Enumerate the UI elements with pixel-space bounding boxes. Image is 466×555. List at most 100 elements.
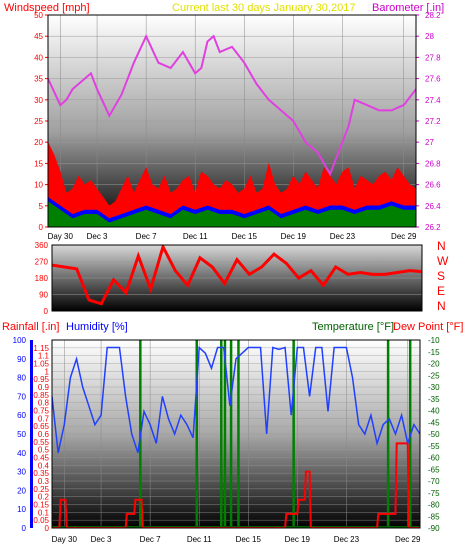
direction-tick-label: 360	[35, 241, 49, 250]
windspeed-tick-label: 25	[34, 117, 43, 126]
temperature-tick-label: -35	[428, 395, 440, 404]
rain-tick-label: 0	[45, 524, 50, 533]
rain-date-tick-label: Dec 19	[285, 535, 311, 544]
rain-date-tick-label: Dec 11	[187, 535, 212, 544]
humidity-tick-label: 60	[17, 411, 26, 420]
rain-gridlines	[52, 340, 420, 529]
rainfall-line	[52, 442, 420, 528]
chart-title: Current last 30 days January 30,2017	[172, 2, 355, 14]
temperature-tick-label: -25	[428, 371, 440, 380]
windspeed-axis-label: Windspeed [mph]	[4, 2, 90, 14]
barometer-tick-label: 27.8	[425, 53, 441, 62]
direction-plot-frame	[51, 244, 423, 312]
wind-direction-line	[52, 245, 422, 306]
temperature-tick-label: -70	[428, 477, 440, 486]
humidity-tick-label: 10	[17, 505, 26, 514]
windspeed-tick-label: 50	[34, 11, 43, 20]
rain-tick-label: 0.2	[38, 493, 50, 502]
humidity-tick-label: 100	[13, 336, 27, 345]
compass-label: S	[437, 269, 445, 283]
rain-tick-label: 0.05	[33, 516, 49, 525]
barometer-tick-label: 27	[425, 138, 434, 147]
direction-tick-label: 0	[44, 307, 49, 316]
humidity-tick-label: 50	[17, 430, 26, 439]
temperature-tick-label: -85	[428, 512, 440, 521]
humidity-tick-labels: 0 10 20 30 40 50 60 70 80 90 100	[13, 336, 27, 533]
temperature-tick-label: -50	[428, 430, 440, 439]
temperature-tick-label: -60	[428, 454, 440, 463]
humidity-line	[52, 345, 420, 454]
temperature-axis-label: Temperature [°F]	[312, 321, 394, 333]
temperature-tick-label: -55	[428, 442, 440, 451]
rain-date-tick-labels: Day 30 Dec 3 Dec 7 Dec 11 Dec 15 Dec 19 Dec 23…	[52, 535, 421, 544]
compass-label: W	[437, 254, 449, 268]
direction-tick-label: 90	[39, 291, 48, 300]
windspeed-tick-label: 0	[39, 223, 44, 232]
temperature-tick-label: -75	[428, 489, 440, 498]
direction-tick-label: 270	[35, 258, 49, 267]
rain-tick-label: 0.65	[33, 422, 49, 431]
barometer-tick-label: 26.4	[425, 202, 441, 211]
rain-tick-label: 1.15	[33, 344, 49, 353]
dewpoint-axis-label: Dew Point [°F]	[393, 321, 463, 333]
temperature-tick-label: -40	[428, 407, 440, 416]
barometer-tick-label: 27.6	[425, 75, 441, 84]
compass-label: N	[437, 299, 446, 313]
rain-date-tick-label: Dec 15	[236, 535, 262, 544]
rain-tick-label: 0.9	[38, 383, 50, 392]
wind-series	[48, 33, 416, 227]
wind-gust-area	[48, 142, 416, 227]
humidity-tick-label: 80	[17, 374, 26, 383]
barometer-tick-label: 26.8	[425, 159, 441, 168]
rain-tick-label: 0.75	[33, 407, 49, 416]
wind-plot-frame	[47, 14, 417, 228]
temperature-tick-label: -90	[428, 524, 440, 533]
rain-date-tick-label: Dec 3	[91, 535, 112, 544]
windspeed-tick-labels: 0 5 10 15 20 25 30 35 40 45 50	[34, 11, 43, 232]
windspeed-tick-label: 35	[34, 75, 43, 84]
compass-label: E	[437, 284, 445, 298]
humidity-tick-label: 90	[17, 355, 26, 364]
direction-tick-labels: 0 90 180 270 360	[35, 241, 49, 316]
barometer-tick-label: 26.2	[425, 223, 441, 232]
barometer-tick-label: 27.4	[425, 96, 441, 105]
rain-date-tick-label: Day 30	[52, 535, 78, 544]
windspeed-tick-label: 40	[34, 53, 43, 62]
temperature-tick-labels: -90 -85 -80 -75 -70 -65 -60 -55 -50 -45 -40 -35 -30 -…	[428, 336, 440, 533]
rain-tick-label: 0.35	[33, 469, 49, 478]
rain-tick-label: 1.1	[38, 352, 50, 361]
rain-date-tick-label: Dec 23	[334, 535, 360, 544]
rain-tick-labels: 00.050.10.150.20.250.30.350.40.450.50.55…	[33, 344, 49, 533]
humidity-tick-label: 20	[17, 486, 26, 495]
temperature-tick-label: -10	[428, 336, 440, 345]
rain-tick-label: 0.25	[33, 485, 49, 494]
rain-tick-label: 0.85	[33, 391, 49, 400]
temperature-tick-label: -80	[428, 501, 440, 510]
wind-date-tick-label: Dec 19	[281, 232, 307, 241]
rain-tick-label: 0.15	[33, 501, 49, 510]
direction-series	[52, 245, 422, 306]
windspeed-tick-label: 5	[39, 202, 44, 211]
barometer-line	[48, 33, 416, 177]
wind-speed-area	[48, 201, 416, 227]
wind-date-tick-label: Dec 7	[136, 232, 157, 241]
rainfall-axis-label: Rainfall [.in]	[2, 321, 59, 333]
windspeed-tick-label: 15	[34, 159, 43, 168]
windspeed-tick-label: 45	[34, 32, 43, 41]
rain-tick-label: 0.6	[38, 430, 50, 439]
rain-date-tick-label: Dec 29	[395, 535, 421, 544]
barometer-tick-label: 28	[425, 32, 434, 41]
barometer-tick-labels: 26.2 26.4 26.6 26.8 27 27.2 27.4 27.6 27.8 28 28.2	[425, 11, 441, 232]
wind-date-tick-label: Dec 29	[391, 232, 417, 241]
rain-tick-label: 0.4	[38, 461, 50, 470]
wind-date-tick-label: Dec 23	[330, 232, 356, 241]
barometer-tick-label: 28.2	[425, 11, 441, 20]
wind-date-tick-label: Day 30	[48, 232, 74, 241]
humidity-tick-label: 30	[17, 468, 26, 477]
rain-tick-label: 0.45	[33, 454, 49, 463]
